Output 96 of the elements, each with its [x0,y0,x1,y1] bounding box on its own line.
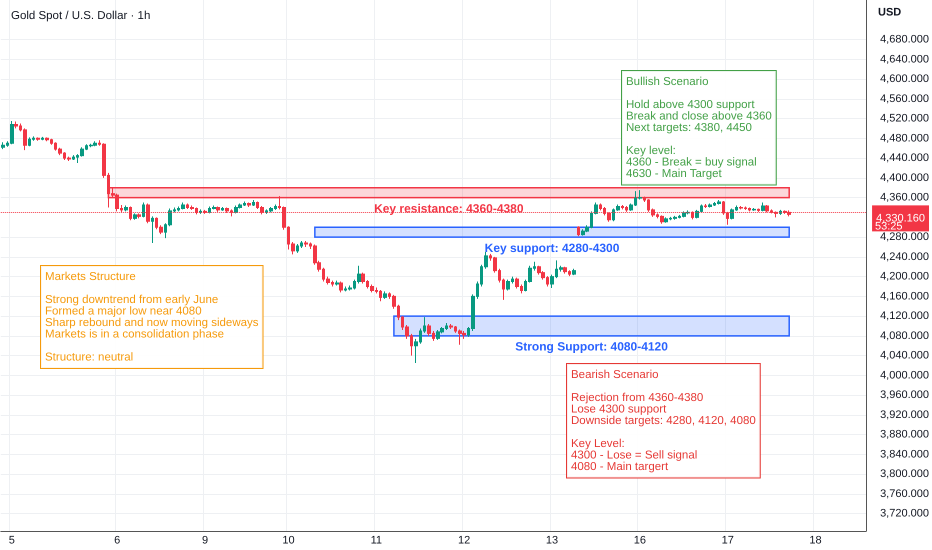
candlestick [660,214,664,224]
annotation: Markets Structure Strong downtrend from early June Formed a major low near 4080 Sharp rebound and now moving sideways Markets is in a consolidation phase Structure: neutral [45,270,259,364]
candlestick [304,240,308,248]
x-tick-label: 11 [370,534,382,546]
y-tick-label: 4,360.000 [880,192,929,204]
candlestick [151,216,154,244]
y-tick-label: 3,920.000 [880,408,929,421]
candlestick [673,215,677,220]
y-tick-label: 4,160.000 [880,290,929,302]
y-tick-label: 4,600.000 [880,73,929,86]
candlestick [761,202,765,212]
candlestick [370,284,374,293]
candlestick [730,208,734,220]
y-tick-label: 4,680.000 [880,34,929,46]
candlestick [339,281,343,293]
y-tick-label: 4,480.000 [880,132,929,144]
candlestick [664,216,668,224]
y-tick-label: 4,280.000 [880,231,929,244]
x-tick-label: 13 [546,534,558,546]
candlestick [234,204,238,214]
candlestick [72,154,75,161]
x-tick-label: 18 [809,534,822,546]
x-tick-label: 17 [722,534,734,546]
y-tick-label: 4,440.000 [880,152,929,164]
candlestick [28,136,31,147]
y-tick-label: 3,960.000 [880,389,929,402]
y-tick-label: 3,880.000 [880,428,929,441]
candlestick [133,212,137,220]
y-tick-label: 4,400.000 [880,172,929,184]
x-tick-label: 9 [202,534,208,546]
text: Gold Spot / U.S. Dollar · 1h [11,10,150,22]
annotation: Bullish Scenario Hold above 4300 support Break and close above 4360 Next targets: 4380, 4450 Key level: 4360 - Break = buy signal 4630 - Main Target [626,76,772,180]
candlestick [67,156,71,162]
candlestick [45,136,49,142]
x-tick-label: 16 [634,534,646,546]
y-axis-title: USD [878,6,902,18]
y-tick-label: 4,640.000 [880,53,929,66]
candlestick [449,324,453,330]
candlestick [752,207,756,212]
candlestick [577,226,580,237]
candlestick [572,268,576,276]
candlestick [563,266,567,274]
candlestick [682,210,686,218]
candlestick [458,328,462,346]
y-tick-label: 3,800.000 [880,468,929,480]
y-tick-label: 4,520.000 [880,112,929,125]
y-tick-label: 4,200.000 [880,270,929,283]
candlestick [296,244,299,254]
y-tick-label: 4,000.000 [880,369,929,382]
candlestick [1,142,5,150]
annotation: Bearish Scenario Rejection from 4360-4380 Lose 4300 support Downside targets: 4280, 4120, 4080 Key Level: 4300 - Lose = Sell signal 4080 - Main targert [571,368,756,473]
candlestick [23,128,27,151]
y-tick-label: 4,560.000 [880,92,929,105]
x-tick-label: 6 [114,534,120,546]
x-tick-label: 5 [8,534,15,546]
candlestick [335,280,339,286]
candlestick [581,228,585,236]
band-label: Key resistance: 4360-4380 [374,201,524,216]
candlestick [212,204,216,210]
candlestick [379,289,382,302]
y-tick-label: 3,840.000 [880,448,929,460]
y-tick-label: 4,120.000 [880,310,929,322]
band-label: Strong Support: 4080-4120 [515,340,668,354]
candlestick [717,200,721,205]
candlestick [704,204,707,208]
candlestick [10,120,14,145]
candlestick [252,200,255,206]
candlestick [436,329,440,340]
y-tick-label: 3,720.000 [880,508,929,520]
band-label: Key support: 4280-4300 [484,240,620,255]
candlestick [537,265,541,276]
candlestick [739,205,743,210]
candlestick [41,136,44,141]
candlestick [506,279,510,291]
y-tick-label: 3,760.000 [880,488,929,500]
candlestick [93,140,97,147]
x-tick-label: 10 [282,534,295,546]
candlestick [269,206,273,213]
candlestick [361,272,365,284]
candlestick [621,204,624,210]
candlestick [708,203,712,208]
y-tick-label: 4,040.000 [880,350,929,362]
candlestick [190,204,194,210]
candlestick [199,208,202,214]
candlestick [383,290,387,300]
candlestick [142,202,145,218]
candlestick [221,206,224,212]
x-tick-label: 12 [458,534,470,546]
candlestick [36,136,40,142]
y-tick-label: 4,240.000 [880,250,929,263]
candlestick [181,202,185,210]
y-tick-label: 4,080.000 [880,330,929,342]
candlestick [124,204,128,212]
candlestick [247,202,251,208]
candlestick [89,143,93,148]
candlestick [14,121,18,129]
